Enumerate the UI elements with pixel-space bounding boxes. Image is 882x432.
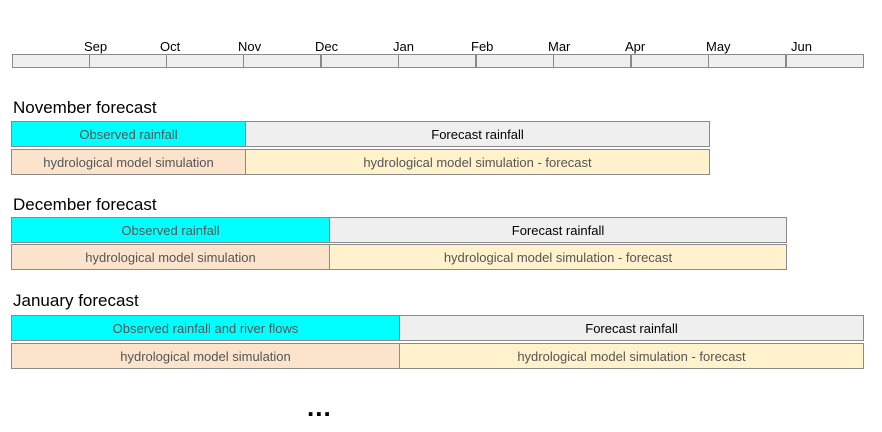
december-observed-bar: Observed rainfall: [11, 217, 330, 243]
month-label-apr: Apr: [625, 39, 646, 54]
november-forecast-title: November forecast: [13, 98, 157, 117]
continuation-ellipsis: ...: [307, 392, 332, 422]
timeline-cell: [553, 54, 631, 68]
timeline-cell: [786, 54, 864, 68]
november-simulation-forecast-bar: hydrological model simulation - forecast: [245, 149, 710, 175]
january-simulation-bar: hydrological model simulation: [11, 343, 400, 369]
december-forecast-bar: Forecast rainfall: [329, 217, 787, 243]
month-label-jan: Jan: [393, 39, 414, 54]
month-label-jun: Jun: [791, 39, 812, 54]
timeline-cell: [476, 54, 554, 68]
january-observed-bar: Observed rainfall and river flows: [11, 315, 400, 341]
december-forecast-title: December forecast: [13, 195, 157, 214]
december-simulation-bar: hydrological model simulation: [11, 244, 330, 270]
november-simulation-bar: hydrological model simulation: [11, 149, 246, 175]
month-label-oct: Oct: [160, 39, 181, 54]
timeline-bar: [12, 54, 864, 68]
month-label-may: May: [706, 39, 731, 54]
january-forecast-title: January forecast: [13, 291, 139, 310]
timeline-cell: [12, 54, 90, 68]
month-label-mar: Mar: [548, 39, 571, 54]
timeline-cell: [398, 54, 476, 68]
timeline-cell: [708, 54, 786, 68]
timeline-cell: [166, 54, 244, 68]
timeline-cell: [89, 54, 167, 68]
november-observed-bar: Observed rainfall: [11, 121, 246, 147]
january-forecast-bar: Forecast rainfall: [399, 315, 864, 341]
december-simulation-forecast-bar: hydrological model simulation - forecast: [329, 244, 787, 270]
month-label-dec: Dec: [315, 39, 339, 54]
january-simulation-forecast-bar: hydrological model simulation - forecast: [399, 343, 864, 369]
november-forecast-bar: Forecast rainfall: [245, 121, 710, 147]
timeline-cell: [243, 54, 321, 68]
month-label-sep: Sep: [84, 39, 108, 54]
timeline-cell: [321, 54, 399, 68]
timeline-cell: [631, 54, 709, 68]
month-label-nov: Nov: [238, 39, 262, 54]
month-label-feb: Feb: [471, 39, 494, 54]
